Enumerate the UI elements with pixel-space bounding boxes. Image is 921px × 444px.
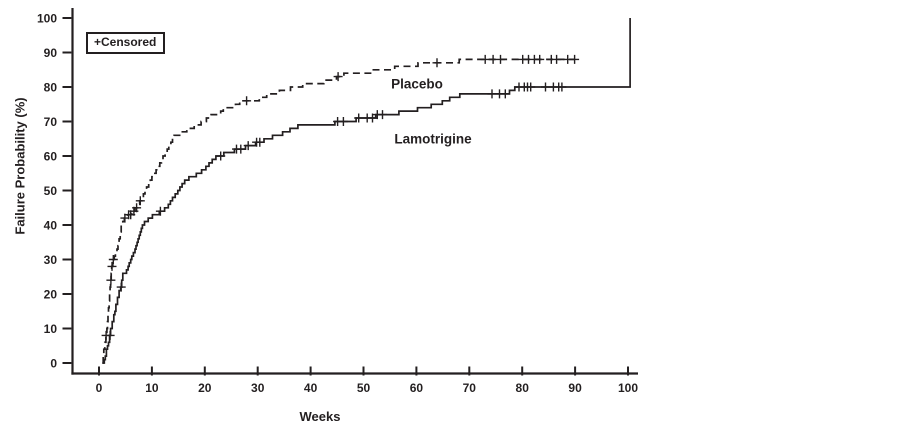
censored-legend: +Censored bbox=[86, 32, 166, 54]
y-axis-title: Failure Probability (%) bbox=[12, 97, 28, 235]
svg-text:20: 20 bbox=[44, 288, 58, 302]
svg-text:10: 10 bbox=[145, 381, 159, 395]
svg-text:0: 0 bbox=[50, 357, 57, 371]
lamotrigine-curve-label: Lamotrigine bbox=[394, 131, 472, 147]
svg-text:10: 10 bbox=[44, 322, 58, 336]
censored-legend-label: +Censored bbox=[94, 35, 157, 49]
lamotrigine-censor-marks bbox=[105, 82, 567, 340]
x-axis-title: Weeks bbox=[299, 409, 341, 424]
svg-text:60: 60 bbox=[410, 381, 424, 395]
axes bbox=[71, 8, 638, 375]
svg-text:70: 70 bbox=[44, 115, 58, 129]
y-axis-ticks: 0 10 20 30 40 50 60 70 80 90 100 bbox=[37, 12, 72, 371]
x-axis-ticks: 0 10 20 30 40 50 60 70 80 90 100 bbox=[96, 366, 638, 395]
placebo-curve bbox=[102, 58, 576, 364]
svg-text:100: 100 bbox=[618, 381, 638, 395]
svg-text:80: 80 bbox=[44, 81, 58, 95]
svg-text:70: 70 bbox=[463, 381, 477, 395]
svg-text:30: 30 bbox=[251, 381, 265, 395]
svg-text:50: 50 bbox=[357, 381, 371, 395]
svg-text:0: 0 bbox=[96, 381, 103, 395]
svg-text:20: 20 bbox=[198, 381, 212, 395]
svg-text:50: 50 bbox=[44, 184, 58, 198]
svg-text:80: 80 bbox=[516, 381, 530, 395]
svg-text:60: 60 bbox=[44, 150, 58, 164]
svg-text:40: 40 bbox=[304, 381, 318, 395]
svg-text:90: 90 bbox=[568, 381, 582, 395]
svg-text:100: 100 bbox=[37, 12, 57, 26]
placebo-curve-label: Placebo bbox=[391, 76, 443, 92]
svg-text:30: 30 bbox=[44, 253, 58, 267]
lamotrigine-curve bbox=[102, 18, 631, 364]
svg-text:40: 40 bbox=[44, 219, 58, 233]
svg-text:90: 90 bbox=[44, 46, 58, 60]
